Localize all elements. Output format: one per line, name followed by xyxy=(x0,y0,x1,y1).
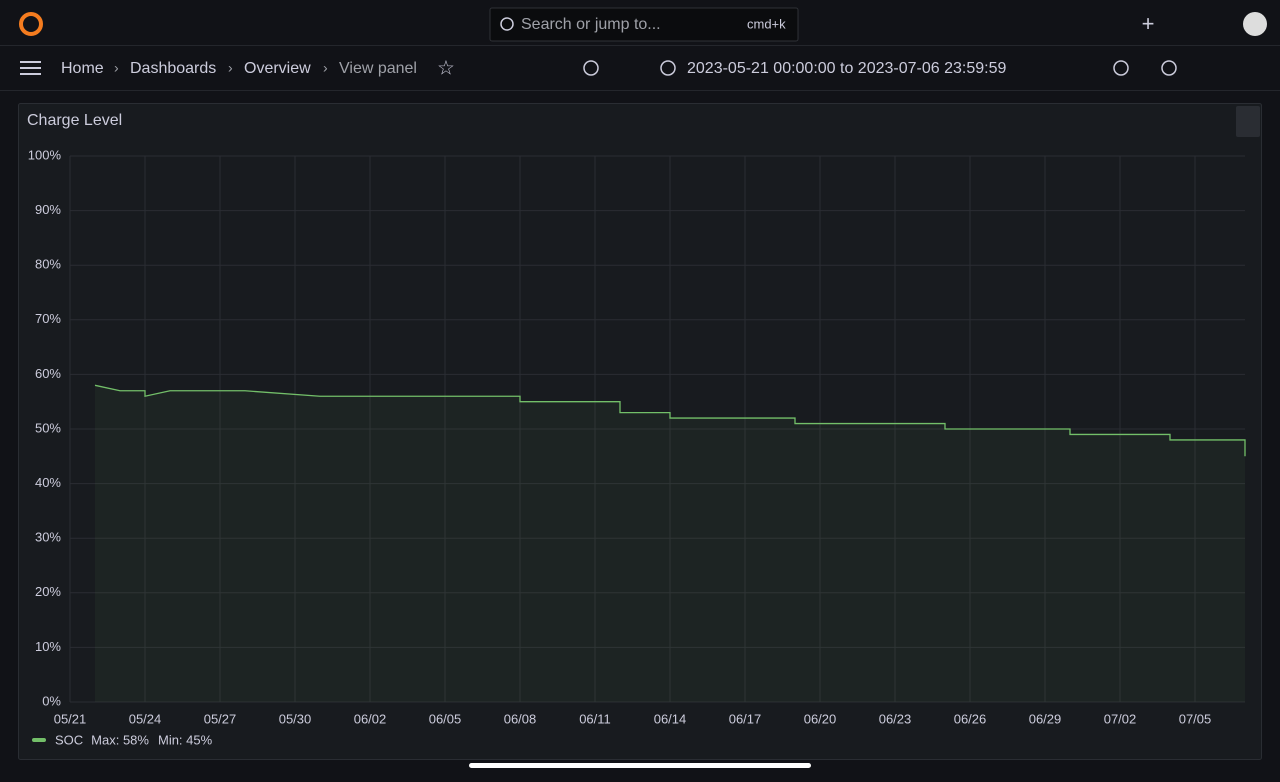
y-tick-label: 70% xyxy=(35,311,61,326)
breadcrumb: View panel xyxy=(339,60,417,77)
add-button[interactable]: + xyxy=(1142,11,1155,36)
x-tick-label: 07/05 xyxy=(1179,711,1212,726)
legend-stat: Max: 58% xyxy=(91,732,149,747)
x-tick-label: 06/14 xyxy=(654,711,687,726)
x-tick-label: 06/23 xyxy=(879,711,912,726)
y-tick-label: 60% xyxy=(35,366,61,381)
breadcrumb[interactable]: Overview xyxy=(244,60,311,77)
refresh[interactable] xyxy=(1161,60,1177,76)
panel-menu[interactable] xyxy=(1236,106,1260,137)
x-tick-label: 05/21 xyxy=(54,711,87,726)
series-line xyxy=(94,384,1246,457)
x-tick-label: 06/05 xyxy=(429,711,462,726)
zoom-out[interactable] xyxy=(1113,60,1129,76)
breadcrumb[interactable]: Dashboards xyxy=(130,60,216,77)
plot: 0% 10% 20% 30% 40% 50% 60% 70% 80% 90% 100% 05/21 05… xyxy=(28,147,1246,747)
breadcrumb[interactable]: Home xyxy=(61,60,104,77)
star-icon[interactable]: ☆ xyxy=(437,57,455,79)
panel xyxy=(18,103,1262,760)
separator: › xyxy=(323,60,328,76)
legend-swatch xyxy=(32,738,46,742)
area xyxy=(95,385,1245,702)
y-tick-label: 40% xyxy=(35,475,61,490)
legend-name: SOC xyxy=(55,732,83,747)
shortcut: cmd+k xyxy=(747,16,786,31)
x-tick-label: 07/02 xyxy=(1104,711,1137,726)
clock-icon xyxy=(660,60,676,76)
separator: › xyxy=(114,60,119,76)
x-tick-label: 05/30 xyxy=(279,711,312,726)
home-indicator xyxy=(469,763,811,768)
y-tick-label: 90% xyxy=(35,202,61,217)
x-tick-label: 05/27 xyxy=(204,711,237,726)
x-tick-label: 06/11 xyxy=(579,711,611,726)
y-tick-label: 50% xyxy=(35,420,61,435)
y-tick-label: 20% xyxy=(35,584,61,599)
y-tick-label: 30% xyxy=(35,530,61,545)
menu-icon[interactable] xyxy=(20,61,41,75)
search-box[interactable] xyxy=(489,7,799,42)
legend-stat: Min: 45% xyxy=(158,732,213,747)
x-tick-label: 06/02 xyxy=(354,711,387,726)
logo[interactable] xyxy=(19,12,43,36)
time-range[interactable]: 2023-05-21 00:00:00 to 2023-07-06 23:59:… xyxy=(687,60,1006,77)
x-tick-label: 06/29 xyxy=(1029,711,1062,726)
avatar[interactable] xyxy=(1243,12,1267,36)
x-tick-label: 05/24 xyxy=(129,711,162,726)
x-tick-label: 06/17 xyxy=(729,711,762,726)
search-icon xyxy=(500,17,514,31)
y-tick-label: 100% xyxy=(28,147,62,162)
search-placeholder: Search or jump to... xyxy=(521,16,661,33)
x-tick-label: 06/26 xyxy=(954,711,987,726)
x-tick-label: 06/20 xyxy=(804,711,837,726)
panel-title: Charge Level xyxy=(27,112,122,129)
separator: › xyxy=(228,60,233,76)
y-tick-label: 0% xyxy=(42,693,61,708)
y-tick-label: 10% xyxy=(35,639,61,654)
y-tick-label: 80% xyxy=(35,257,61,272)
x-tick-label: 06/08 xyxy=(504,711,537,726)
settings-icon[interactable] xyxy=(583,60,599,76)
